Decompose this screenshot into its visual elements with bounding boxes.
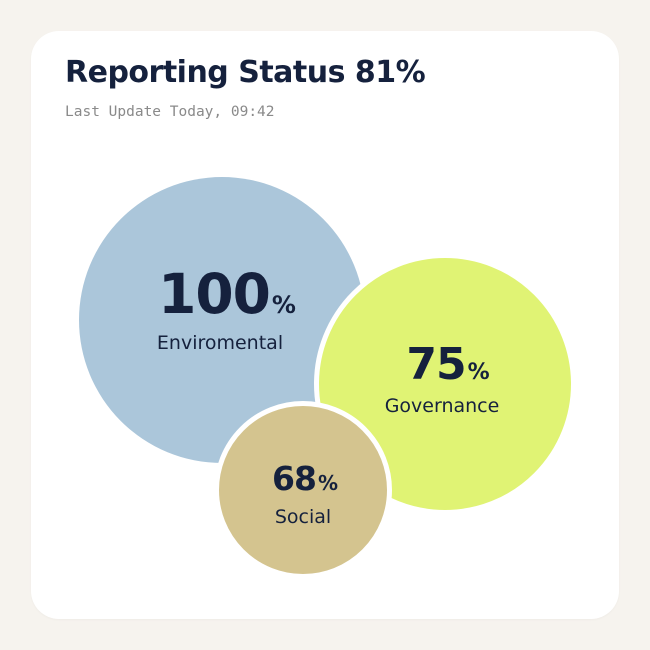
governance-unit: % <box>467 360 490 385</box>
governance-percentage: 75% <box>406 343 489 387</box>
social-bubble <box>214 401 392 579</box>
social-percentage: 68% <box>272 462 338 495</box>
environmental-percentage: 100% <box>158 267 296 322</box>
environmental-value: 100 <box>158 262 271 326</box>
social-value: 68 <box>272 459 317 498</box>
social-label: Social <box>274 506 332 528</box>
social-unit: % <box>317 471 338 495</box>
card-title: Reporting Status 81% <box>65 55 426 90</box>
environmental-label: Enviromental <box>156 332 284 354</box>
environmental-unit: % <box>271 291 296 319</box>
reporting-status-card: Reporting Status 81% Last Update Today, … <box>31 31 619 619</box>
governance-label: Governance <box>384 395 500 417</box>
governance-value: 75 <box>406 339 466 390</box>
last-update-text: Last Update Today, 09:42 <box>65 104 275 120</box>
